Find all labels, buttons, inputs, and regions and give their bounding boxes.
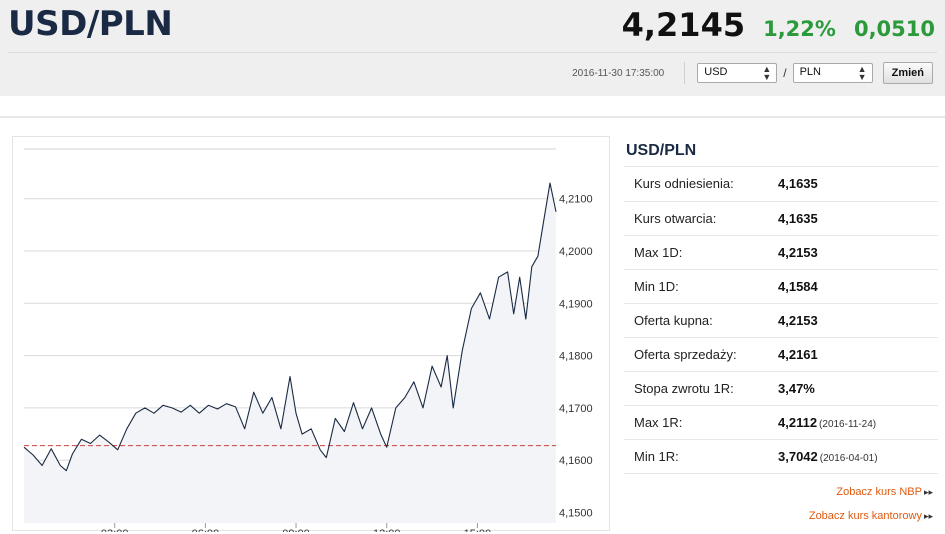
info-value-number: 4,2112	[778, 414, 818, 430]
x-tick-label: 03:00	[101, 528, 129, 532]
select-arrows-icon: ▲ ▼	[857, 64, 867, 82]
info-value-date: (2016-11-24)	[819, 418, 877, 430]
page-title: USD/PLN	[8, 4, 173, 44]
info-value: 3,47%	[778, 371, 938, 406]
info-value: 4,2153	[778, 235, 938, 270]
info-value: 4,1635	[778, 201, 938, 236]
info-row: Stopa zwrotu 1R: 3,47%	[624, 371, 938, 406]
info-label: Min 1D:	[624, 269, 778, 304]
to-currency-value: PLN	[799, 66, 821, 78]
info-panel: USD/PLN Kurs odniesienia: 4,1635 Kurs otwa…	[624, 140, 938, 474]
nbp-rate-link[interactable]: Zobacz kurs NBP ▸▸	[836, 486, 933, 498]
currency-slash: /	[783, 66, 787, 80]
info-label: Max 1D:	[624, 235, 778, 270]
info-row: Oferta kupna: 4,2153	[624, 303, 938, 338]
double-arrow-icon: ▸▸	[923, 511, 933, 521]
info-row: Min 1R: 3,7042 (2016-04-01)	[624, 439, 938, 474]
quote-header: USD/PLN 4,2145 1,22% 0,0510 2016-11-30 1…	[0, 0, 945, 96]
info-label: Kurs otwarcia:	[624, 201, 778, 236]
info-row: Min 1D: 4,1584	[624, 269, 938, 304]
info-value: 3,7042 (2016-04-01)	[778, 439, 938, 474]
info-value-number: 3,7042	[778, 448, 818, 464]
info-value-number: 4,2161	[778, 346, 818, 362]
info-row: Oferta sprzedaży: 4,2161	[624, 337, 938, 372]
links-block: Zobacz kurs NBP ▸▸ Zobacz kurs kantorowy ▸…	[809, 486, 933, 534]
info-value-number: 4,1635	[778, 176, 818, 192]
info-row: Max 1D: 4,2153	[624, 235, 938, 270]
y-tick-label: 4,1600	[559, 455, 593, 467]
quote-timestamp: 2016-11-30 17:35:00	[572, 67, 665, 79]
content-panel: 4,2100 4,2000 4,1900 4,1800 4,1700 4,1600 4,15…	[0, 116, 945, 532]
info-value-date: (2016-04-01)	[819, 452, 878, 464]
info-value: 4,1635	[778, 167, 938, 202]
info-value: 4,1584	[778, 269, 938, 304]
header-divider	[8, 52, 937, 53]
info-label: Max 1R:	[624, 405, 778, 440]
currency-controls: 2016-11-30 17:35:00 USD ▲ ▼ / PLN ▲ ▼ Zmie…	[572, 62, 933, 84]
chart-svg: 4,2100 4,2000 4,1900 4,1800 4,1700 4,1600 4,15…	[23, 148, 593, 532]
info-label: Stopa zwrotu 1R:	[624, 371, 778, 406]
current-price: 4,2145	[621, 6, 746, 44]
info-value-number: 4,1584	[778, 278, 818, 294]
controls-divider	[684, 62, 686, 84]
series-line	[23, 182, 557, 472]
double-arrow-icon: ▸▸	[923, 487, 933, 497]
series-area	[24, 183, 556, 523]
select-arrows-icon: ▲ ▼	[762, 64, 772, 82]
info-value: 4,2153	[778, 303, 938, 338]
info-row: Kurs otwarcia: 4,1635	[624, 201, 938, 236]
x-tick-label: 12:00	[373, 528, 401, 532]
y-tick-label: 4,1500	[559, 508, 593, 520]
x-tick-label: 09:00	[282, 528, 310, 532]
info-value-number: 4,2153	[778, 244, 818, 260]
info-value-number: 4,1635	[778, 210, 818, 226]
change-button[interactable]: Zmień	[882, 62, 933, 84]
y-tick-label: 4,2000	[559, 246, 593, 258]
info-table: Kurs odniesienia: 4,1635 Kurs otwarcia: 4,1…	[624, 167, 938, 474]
change-absolute: 0,0510	[853, 17, 935, 41]
info-value: 4,2112 (2016-11-24)	[778, 405, 938, 440]
x-tick-label: 15:00	[464, 528, 492, 532]
to-currency-select[interactable]: PLN ▲ ▼	[792, 63, 873, 83]
info-row: Max 1R: 4,2112 (2016-11-24)	[624, 405, 938, 440]
info-label: Oferta sprzedaży:	[624, 337, 778, 372]
rate-summary: 4,2145 1,22% 0,0510	[622, 6, 935, 44]
info-value-number: 3,47%	[778, 380, 815, 396]
y-tick-label: 4,1700	[559, 403, 593, 415]
change-percent: 1,22%	[763, 17, 836, 41]
y-tick-label: 4,1800	[559, 351, 593, 363]
info-label: Oferta kupna:	[624, 303, 778, 338]
exchange-rate-link[interactable]: Zobacz kurs kantorowy ▸▸	[808, 510, 933, 522]
info-value: 4,2161	[778, 337, 938, 372]
from-currency-value: USD	[704, 66, 728, 78]
intraday-chart: 4,2100 4,2000 4,1900 4,1800 4,1700 4,1600 4,15…	[12, 136, 610, 532]
y-tick-label: 4,2100	[559, 194, 593, 206]
info-label: Min 1R:	[624, 439, 778, 474]
info-label: Kurs odniesienia:	[624, 167, 778, 202]
y-tick-label: 4,1900	[559, 298, 593, 310]
from-currency-select[interactable]: USD ▲ ▼	[697, 63, 778, 83]
x-tick-label: 06:00	[192, 528, 220, 532]
info-title: USD/PLN	[624, 140, 938, 167]
info-value-number: 4,2153	[778, 312, 818, 328]
info-row: Kurs odniesienia: 4,1635	[624, 167, 938, 202]
